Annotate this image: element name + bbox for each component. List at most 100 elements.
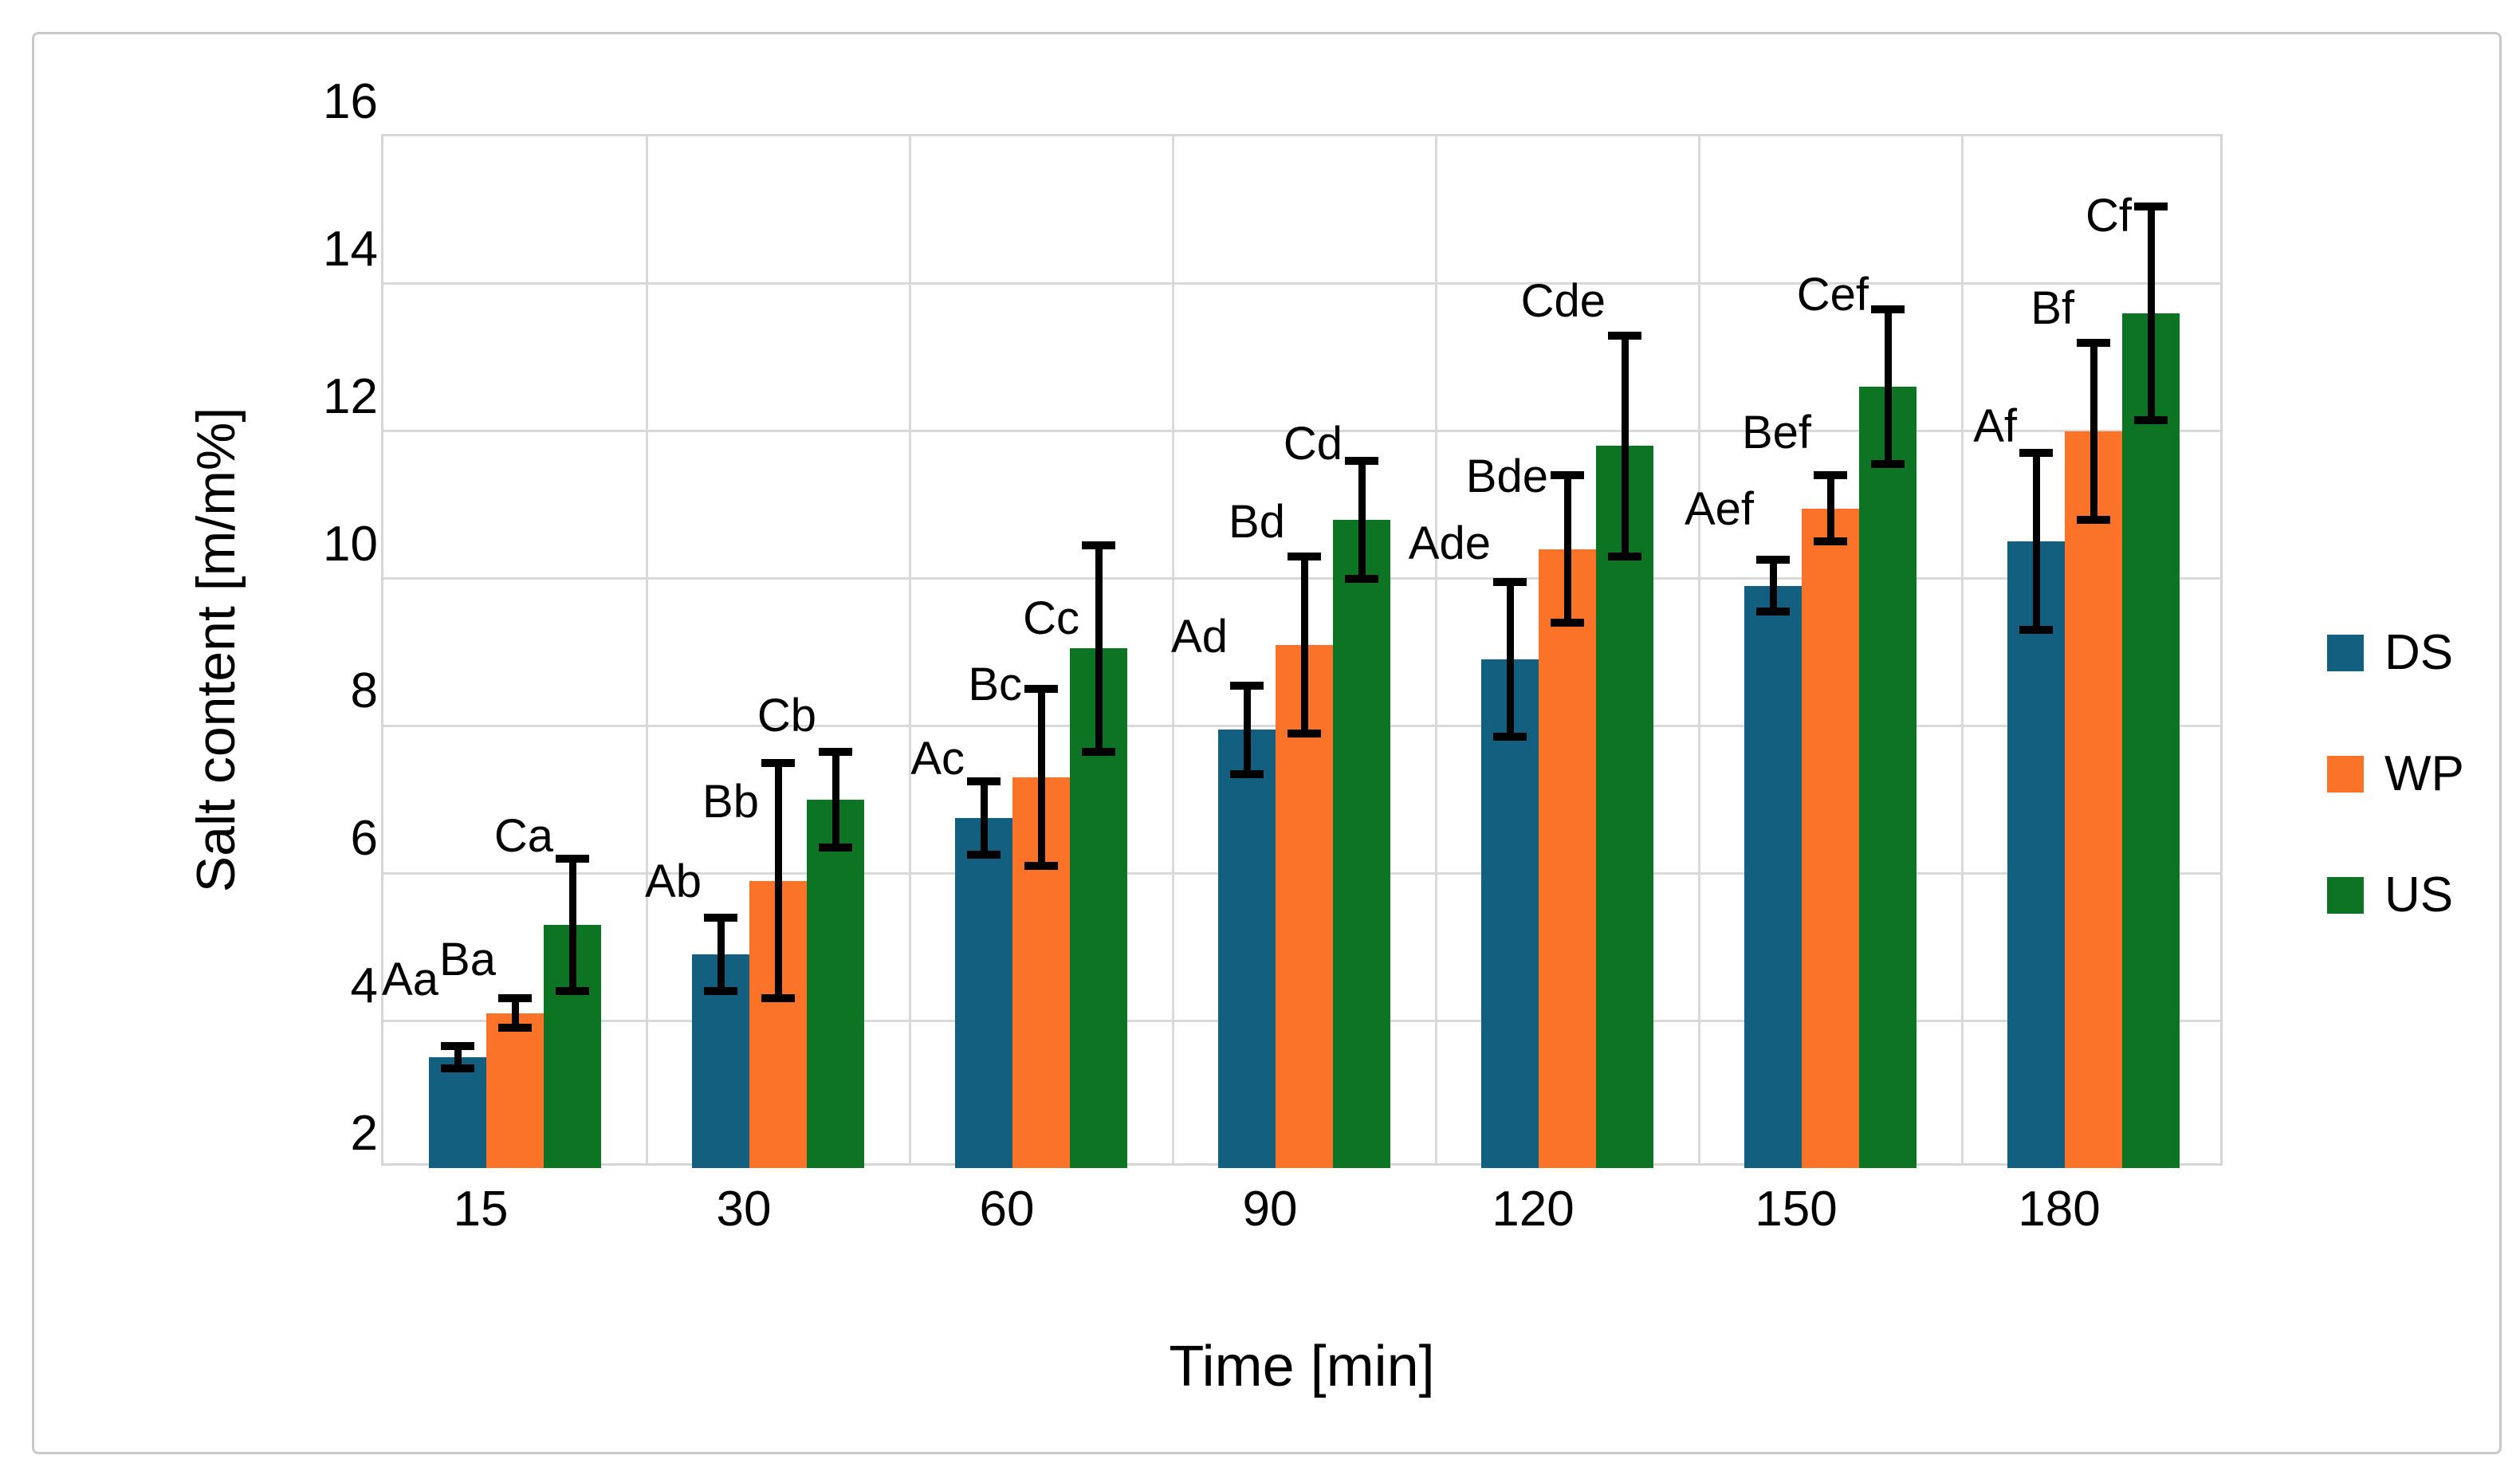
legend-item-US: US	[2327, 871, 2453, 920]
x-tick-90: 90	[1242, 1182, 1298, 1237]
error-cap-bottom-US-90	[1345, 574, 1378, 583]
y-tick-2: 2	[350, 1106, 378, 1161]
error-bar-US-60	[1095, 545, 1103, 752]
error-bar-US-15	[568, 858, 576, 992]
error-cap-bottom-US-60	[1082, 747, 1115, 756]
bar-WP-120	[1539, 549, 1596, 1168]
error-bar-US-150	[1884, 309, 1892, 465]
error-bar-WP-90	[1300, 556, 1308, 734]
error-cap-top-WP-30	[761, 758, 795, 767]
error-cap-top-DS-30	[704, 913, 737, 922]
error-bar-US-180	[2147, 206, 2155, 420]
error-bar-DS-90	[1243, 685, 1251, 774]
point-label-Bde: Bde	[1465, 450, 1548, 503]
point-label-Ba: Ba	[439, 934, 496, 986]
v-gridline-4	[1434, 136, 1437, 1163]
y-axis-title: Salt content [m/m%]	[186, 407, 246, 893]
error-cap-top-DS-120	[1493, 578, 1527, 587]
error-cap-top-US-30	[819, 747, 852, 756]
error-bar-DS-30	[717, 917, 725, 992]
error-bar-WP-30	[774, 762, 782, 999]
error-cap-top-WP-60	[1024, 685, 1058, 694]
error-bar-WP-150	[1826, 475, 1834, 542]
legend-swatch-DS	[2327, 635, 2364, 671]
bar-US-120	[1596, 446, 1653, 1168]
point-label-Af: Af	[1973, 400, 2017, 453]
error-cap-top-WP-90	[1288, 552, 1321, 560]
point-label-Ac: Ac	[910, 732, 965, 785]
point-label-Cde: Cde	[1520, 274, 1606, 327]
legend-label-DS: DS	[2384, 625, 2454, 680]
y-tick-4: 4	[350, 958, 378, 1014]
bar-WP-150	[1802, 508, 1859, 1168]
point-label-Bc: Bc	[968, 659, 1022, 711]
error-bar-US-90	[1358, 460, 1366, 579]
bar-WP-180	[2065, 431, 2122, 1168]
legend-label-US: US	[2384, 867, 2454, 922]
bar-DS-120	[1481, 659, 1539, 1168]
x-tick-60: 60	[979, 1182, 1035, 1237]
y-tick-6: 6	[350, 811, 378, 867]
figure-frame: Salt content [m/m%] Time [min] Aa Ab Ac Ad A…	[32, 32, 2502, 1454]
error-cap-top-US-120	[1608, 331, 1641, 340]
error-cap-bottom-US-180	[2134, 415, 2168, 424]
legend-item-WP: WP	[2327, 749, 2464, 799]
error-cap-bottom-WP-180	[2077, 515, 2110, 524]
point-label-Ad: Ad	[1171, 610, 1228, 663]
y-tick-12: 12	[323, 368, 378, 424]
bar-US-150	[1859, 387, 1917, 1168]
h-gridline-14	[383, 282, 2220, 285]
bar-DS-90	[1218, 730, 1276, 1168]
point-label-Cf: Cf	[2086, 189, 2132, 242]
point-label-Bb: Bb	[702, 775, 759, 828]
error-cap-bottom-WP-120	[1551, 619, 1584, 627]
y-tick-16: 16	[323, 74, 378, 129]
y-tick-10: 10	[323, 516, 378, 572]
point-label-Bef: Bef	[1741, 407, 1811, 459]
error-bar-DS-60	[980, 781, 988, 856]
point-label-Bd: Bd	[1229, 495, 1285, 548]
point-label-Aa: Aa	[382, 954, 438, 1006]
error-cap-bottom-WP-15	[498, 1024, 532, 1032]
h-gridline-12	[383, 430, 2220, 433]
bar-DS-15	[429, 1057, 486, 1168]
point-label-Cc: Cc	[1023, 592, 1079, 644]
error-cap-top-DS-150	[1756, 556, 1790, 564]
plot-area: Aa Ab Ac Ad Ade Aef Af Ba Bb Bc Bd Bde Bef Bf Ca Cb Cc Cd…	[381, 134, 2223, 1168]
point-label-Ade: Ade	[1408, 517, 1491, 570]
legend-swatch-WP	[2327, 756, 2364, 793]
x-tick-180: 180	[2018, 1182, 2101, 1237]
point-label-Ab: Ab	[645, 855, 702, 907]
error-cap-top-DS-60	[967, 777, 1001, 785]
x-tick-15: 15	[453, 1182, 509, 1237]
error-bar-DS-150	[1769, 560, 1777, 612]
error-cap-bottom-DS-180	[2019, 626, 2053, 635]
bar-US-30	[807, 799, 864, 1168]
error-bar-DS-120	[1506, 582, 1514, 738]
bar-DS-180	[2007, 541, 2065, 1168]
error-cap-top-DS-15	[441, 1042, 474, 1051]
error-cap-bottom-WP-30	[761, 994, 795, 1003]
point-label-Bf: Bf	[2031, 281, 2074, 334]
error-cap-top-US-90	[1345, 456, 1378, 465]
error-cap-bottom-US-120	[1608, 552, 1641, 560]
v-gridline-3	[1171, 136, 1174, 1163]
y-tick-8: 8	[350, 663, 378, 719]
legend-swatch-US	[2327, 877, 2364, 914]
v-gridline-2	[908, 136, 911, 1163]
error-cap-bottom-DS-120	[1493, 733, 1527, 741]
error-cap-top-US-60	[1082, 541, 1115, 549]
bar-US-90	[1333, 519, 1390, 1168]
v-gridline-6	[1960, 136, 1964, 1163]
error-cap-bottom-WP-150	[1814, 537, 1847, 546]
error-cap-top-DS-90	[1230, 681, 1264, 690]
error-cap-bottom-US-150	[1871, 460, 1905, 469]
error-cap-bottom-DS-150	[1756, 608, 1790, 616]
point-label-Aef: Aef	[1684, 483, 1754, 536]
error-bar-DS-180	[2032, 453, 2040, 631]
error-cap-top-WP-150	[1814, 471, 1847, 480]
error-cap-top-WP-180	[2077, 338, 2110, 347]
error-cap-bottom-DS-30	[704, 987, 737, 996]
v-gridline-1	[645, 136, 648, 1163]
y-tick-14: 14	[323, 221, 378, 277]
